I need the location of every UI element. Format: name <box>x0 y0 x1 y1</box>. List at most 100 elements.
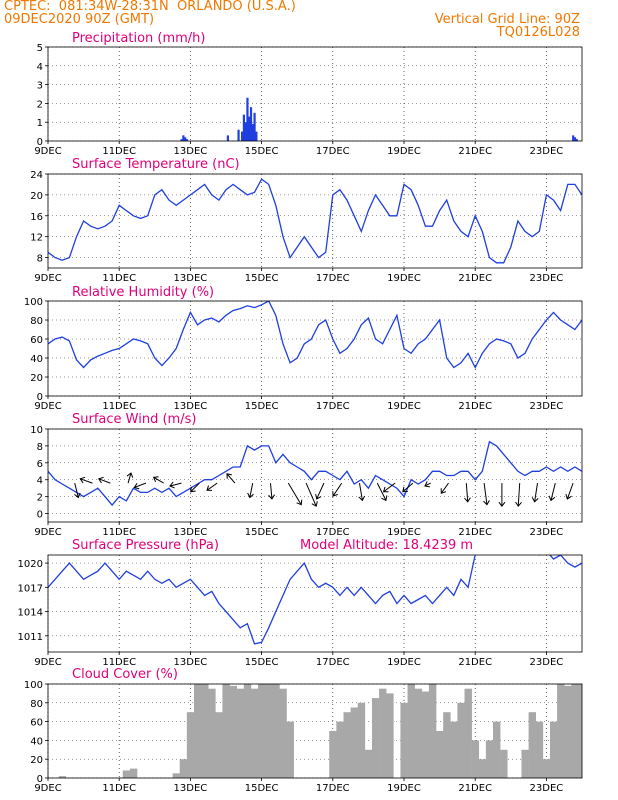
humidity-xtick-label: 11DEC <box>102 401 136 412</box>
wind-arrow-head <box>464 497 471 503</box>
cloud-frame <box>47 683 583 779</box>
temperature-frame <box>47 173 583 269</box>
temperature-ytick-label: 16 <box>30 212 43 223</box>
wind-arrow-shaft <box>80 478 93 484</box>
wind-arrow-head <box>206 485 213 491</box>
wind-arrow-head <box>311 501 318 507</box>
cloud-ytick-label: 80 <box>30 699 43 710</box>
wind-arrow-head <box>440 488 447 494</box>
pressure-line <box>48 555 582 645</box>
cloud-bar <box>286 721 294 778</box>
precip-xtick-label: 19DEC <box>387 146 421 157</box>
temperature-title: Surface Temperature (nC) <box>72 157 240 172</box>
cloud-bar <box>172 773 181 778</box>
cloud-bar <box>122 770 131 778</box>
wind-arrow-head <box>515 501 522 507</box>
cloud-bar <box>350 707 359 778</box>
cloud-xtick-label: 21DEC <box>458 783 492 794</box>
temperature-ytick-label: 12 <box>30 233 43 244</box>
pressure-xtick-label: 21DEC <box>458 657 492 668</box>
cloud-bar <box>336 721 344 778</box>
precip-ytick-label: 3 <box>37 81 43 92</box>
wind-ytick-label: 0 <box>37 510 43 521</box>
wind-arrow-head <box>424 481 430 488</box>
humidity-ytick-label: 0 <box>37 392 43 403</box>
precip-ytick-label: 4 <box>37 62 43 73</box>
humidity-title: Relative Humidity (%) <box>72 285 214 300</box>
wind-arrow-shaft <box>134 482 147 488</box>
humidity-ytick-label: 60 <box>30 335 43 346</box>
humidity-panel: 0 20 40 60 80 100 9DEC 11DEC 13DEC 15DEC 17DEC 19DE… <box>24 285 583 412</box>
cloud-ytick-label: 100 <box>24 680 43 691</box>
cloud-bar <box>421 691 430 778</box>
cloud-bar <box>208 688 216 778</box>
header-location: CPTEC: 081:34W-28:31N ORLANDO (U.S.A.) <box>4 0 296 14</box>
cloud-bar <box>179 759 188 778</box>
wind-xtick-label: 19DEC <box>387 527 421 538</box>
header-model: TQ0126L028 <box>496 25 580 40</box>
cloud-xtick-label: 19DEC <box>387 783 421 794</box>
cloud-bar <box>500 749 508 778</box>
wind-arrow-shaft <box>402 482 414 493</box>
cloud-data <box>58 684 582 778</box>
cloud-ytick-label: 60 <box>30 718 43 729</box>
wind-arrow-shaft <box>74 482 79 498</box>
precip-ytick-label: 5 <box>37 43 43 54</box>
humidity-data <box>48 301 582 369</box>
wind-arrow-head <box>381 495 388 502</box>
precip-xtick-label: 15DEC <box>245 146 279 157</box>
humidity-xtick-label: 9DEC <box>34 401 61 412</box>
humidity-ytick-label: 100 <box>24 297 43 308</box>
wind-arrow-shaft <box>359 483 363 501</box>
wind-arrow-head <box>126 472 134 478</box>
wind-ytick-label: 8 <box>37 442 43 453</box>
wind-arrow-head <box>382 486 389 493</box>
temperature-xtick-label: 17DEC <box>316 273 350 284</box>
cloud-bar <box>364 749 373 778</box>
temperature-xtick-label: 9DEC <box>34 273 61 284</box>
precip-ytick-label: 1 <box>37 118 43 129</box>
cloud-bar <box>129 768 138 778</box>
cloud-bar <box>557 684 565 778</box>
humidity-xtick-label: 17DEC <box>316 401 350 412</box>
wind-arrow-shaft <box>305 482 317 507</box>
pressure-ytick-label: 1014 <box>18 608 43 619</box>
wind-arrow-shaft <box>534 483 538 502</box>
wind-arrow-shaft <box>316 482 325 500</box>
wind-arrow-head <box>268 494 275 500</box>
precip-xtick-label: 17DEC <box>316 146 350 157</box>
precip-bar <box>249 107 253 141</box>
precip-data <box>180 97 578 141</box>
wind-arrow-head <box>332 491 338 497</box>
cloud-bar <box>258 684 266 778</box>
wind-ytick-label: 4 <box>37 476 43 487</box>
precip-bar <box>246 97 249 141</box>
temperature-ytick-label: 24 <box>30 170 43 181</box>
wind-arrow-head <box>498 501 506 507</box>
wind-arrow-shaft <box>440 482 449 494</box>
wind-frame <box>47 428 583 523</box>
cloud-bar <box>493 721 501 778</box>
precip-bar <box>182 135 185 141</box>
precip-xtick-label: 23DEC <box>530 146 564 157</box>
cloud-bar <box>357 702 366 778</box>
pressure-xtick-label: 17DEC <box>316 657 350 668</box>
cloud-bar <box>436 731 444 778</box>
humidity-xtick-label: 23DEC <box>530 401 564 412</box>
cloud-bar <box>279 688 287 778</box>
precip-xtick-label: 11DEC <box>102 146 136 157</box>
cloud-bar <box>464 688 472 778</box>
wind-ytick-label: 6 <box>37 459 43 470</box>
wind-arrow-head <box>152 476 159 483</box>
cloud-bar <box>428 684 437 778</box>
pressure-xtick-label: 13DEC <box>174 657 208 668</box>
pressure-panel: 1011 1014 1017 1020 9DEC 11DEC 13DEC 15DEC 17DEC… <box>18 538 583 668</box>
cloud-bar <box>450 721 458 778</box>
pressure-xtick-label: 23DEC <box>530 657 564 668</box>
temperature-panel: 8 12 16 20 24 9DEC 11DEC 13DEC 15DEC 17DEC 19DEC 21… <box>30 157 583 284</box>
precip-bar <box>237 129 240 141</box>
wind-arrow-head <box>296 499 303 506</box>
cloud-xtick-label: 9DEC <box>34 783 61 794</box>
wind-arrow-shaft <box>424 482 431 487</box>
wind-xtick-label: 21DEC <box>458 527 492 538</box>
